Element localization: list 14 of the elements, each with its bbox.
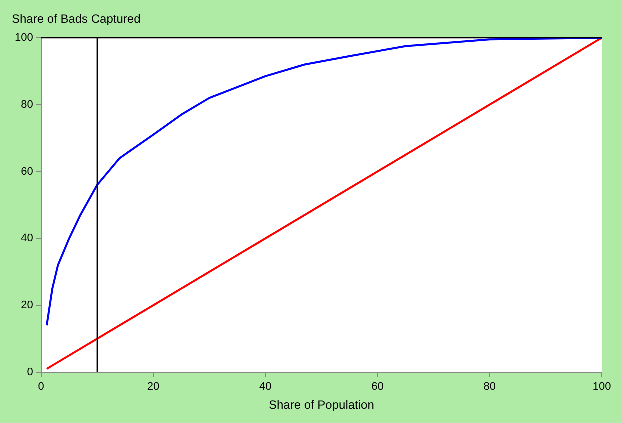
y-tick-label: 40 <box>21 232 34 245</box>
x-axis-title: Share of Population <box>268 398 374 412</box>
x-tick-label: 40 <box>259 381 272 394</box>
x-tick-label: 20 <box>147 381 160 394</box>
x-tick-label: 0 <box>38 381 44 394</box>
y-tick-label: 60 <box>21 166 34 178</box>
x-tick-label: 100 <box>592 381 612 394</box>
x-tick-label: 80 <box>484 381 496 394</box>
y-tick-label: 20 <box>21 300 34 312</box>
y-tick-label: 0 <box>27 366 34 378</box>
y-tick-label: 100 <box>14 32 34 44</box>
y-tick-label: 80 <box>21 98 34 111</box>
x-tick-label: 60 <box>372 381 384 394</box>
y-axis-title: Share of Bads Captured <box>12 12 141 26</box>
